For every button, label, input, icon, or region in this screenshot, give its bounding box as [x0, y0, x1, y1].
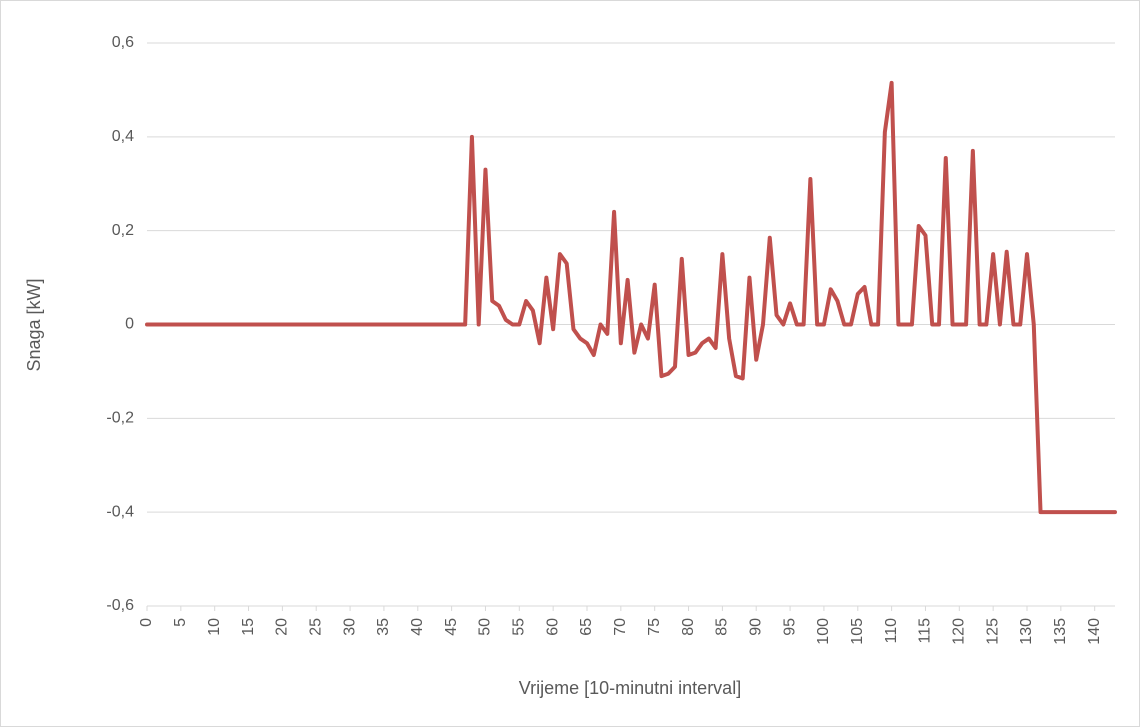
x-tick-label: 40 — [409, 618, 426, 636]
x-tick-label: 50 — [477, 618, 494, 636]
x-tick-label: 115 — [917, 618, 934, 644]
x-tick-label: 140 — [1086, 618, 1103, 645]
x-tick-label: 75 — [646, 618, 663, 636]
x-tick-label: 5 — [172, 618, 189, 627]
data-line — [145, 80, 1117, 515]
x-tick-label: 0 — [138, 618, 155, 627]
x-tick-label: 55 — [511, 618, 528, 636]
x-tick-label: 20 — [274, 618, 291, 636]
x-tick-label: 105 — [849, 618, 866, 645]
x-tick-label: 35 — [375, 618, 392, 636]
x-tick-label: 110 — [883, 618, 900, 644]
x-tick-label: 60 — [544, 618, 561, 636]
x-tick-label: 70 — [612, 618, 629, 636]
x-tick-label: 120 — [951, 618, 968, 645]
x-tick-label: 85 — [714, 618, 731, 636]
x-tick-label: 125 — [984, 618, 1001, 645]
x-tick-label: 10 — [206, 618, 223, 636]
x-tick-label: 135 — [1052, 618, 1069, 645]
x-tick-label: 30 — [341, 618, 358, 636]
x-tick-label: 65 — [578, 618, 595, 636]
y-axis-label: Snaga [kW] — [24, 278, 44, 371]
x-tick-label: 95 — [781, 618, 798, 636]
x-tick-label: 25 — [307, 618, 324, 636]
x-tick-label: 90 — [747, 618, 764, 636]
x-tick-label: 45 — [443, 618, 460, 636]
y-tick-label: -0,6 — [106, 597, 134, 614]
y-tick-label: 0,6 — [112, 34, 134, 51]
x-axis-label: Vrijeme [10-minutni interval] — [519, 678, 741, 698]
x-tick-label: 15 — [240, 618, 257, 636]
y-tick-label: -0,4 — [106, 503, 134, 520]
x-tick-label: 130 — [1018, 618, 1035, 645]
y-tick-label: -0,2 — [106, 410, 134, 427]
y-tick-label: 0,4 — [112, 128, 134, 145]
x-tick-label: 100 — [815, 618, 832, 645]
y-tick-label: 0,2 — [112, 222, 134, 239]
y-tick-label: 0 — [125, 316, 134, 333]
x-tick-label: 80 — [680, 618, 697, 636]
